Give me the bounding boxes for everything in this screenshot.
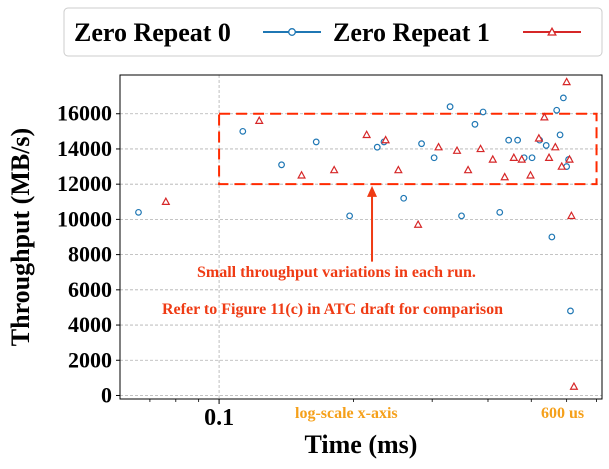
data-point-circle — [446, 103, 454, 111]
data-point-triangle — [569, 381, 579, 390]
data-point-triangle — [254, 115, 264, 124]
data-point-circle — [430, 154, 438, 162]
y-tick-label: 0 — [101, 382, 112, 407]
legend-frame — [63, 7, 603, 57]
data-point-circle — [528, 154, 536, 162]
y-axis-ticks: 0 2000 4000 6000 8000 10000 12000 14000 16000 — [57, 101, 120, 407]
data-point-triangle — [557, 161, 567, 170]
data-point-circle — [312, 138, 320, 146]
data-point-triangle — [509, 152, 519, 161]
legend-label-1: Zero Repeat 1 — [333, 18, 490, 47]
plot-area — [119, 74, 603, 400]
legend-marker-1 — [547, 26, 557, 36]
data-point-triangle — [393, 165, 403, 174]
data-point-triangle — [413, 219, 423, 228]
data-point-circle — [559, 94, 567, 102]
y-tick-label: 2000 — [68, 347, 112, 372]
data-point-triangle — [517, 154, 527, 163]
data-point-triangle — [463, 165, 473, 174]
data-point-triangle — [476, 144, 485, 153]
data-point-triangle — [534, 133, 544, 142]
data-point-circle — [373, 143, 381, 151]
data-point-circle — [556, 131, 564, 139]
data-point-triangle — [567, 211, 576, 220]
data-point-circle — [496, 208, 504, 216]
highlight-box — [218, 112, 598, 186]
legend-marker-0 — [288, 28, 296, 36]
legend: Zero Repeat 0 Zero Repeat 1 — [63, 7, 603, 57]
annotation-arrow — [367, 185, 378, 262]
arrow-head — [367, 185, 378, 197]
data-point-triangle — [381, 135, 391, 144]
y-tick-label: 4000 — [68, 312, 112, 337]
data-point-triangle — [565, 154, 574, 163]
data-point-triangle — [500, 172, 510, 181]
variation-annotation: Small throughput variations in each run. — [197, 264, 476, 281]
data-point-circle — [239, 127, 247, 135]
data-point-triangle — [488, 154, 498, 163]
data-point-triangle — [297, 170, 306, 179]
data-point-triangle — [539, 112, 549, 121]
data-point-circle — [418, 140, 425, 148]
y-tick-label: 16000 — [57, 101, 112, 126]
data-point-circle — [567, 307, 574, 315]
data-point-triangle — [452, 145, 462, 154]
data-point-circle — [471, 120, 479, 128]
data-point-circle — [278, 161, 285, 169]
refer-annotation: Refer to Figure 11(c) in ATC draft for c… — [162, 301, 503, 318]
data-point-triangle — [562, 77, 572, 86]
data-point-triangle — [362, 130, 372, 139]
x-axis-label: Time (ms) — [305, 430, 418, 459]
y-tick-label: 14000 — [57, 136, 112, 161]
y-tick-label: 10000 — [57, 206, 112, 231]
data-point-circle — [135, 208, 142, 216]
gridlines — [120, 75, 602, 399]
data-point-triangle — [526, 170, 535, 179]
legend-label-0: Zero Repeat 0 — [74, 18, 231, 47]
y-tick-label: 8000 — [68, 242, 112, 267]
log-scale-annotation: log-scale x-axis — [295, 405, 398, 422]
data-point-circle — [505, 136, 513, 144]
data-point-circle — [479, 108, 487, 116]
data-point-triangle — [329, 165, 339, 174]
data-point-circle — [346, 212, 354, 220]
x-tick-label: 0.1 — [204, 405, 234, 431]
data-point-circle — [542, 142, 550, 149]
data-point-circle — [548, 233, 556, 241]
y-tick-label: 12000 — [57, 171, 112, 196]
data-point-triangle — [550, 142, 560, 151]
data-point-circle — [400, 194, 408, 202]
data-point-triangle — [544, 152, 554, 161]
y-tick-label: 6000 — [68, 277, 112, 302]
series-zero-repeat-1 — [161, 77, 579, 390]
end-time-annotation: 600 us — [541, 405, 584, 422]
data-point-triangle — [434, 142, 443, 151]
y-axis-label: Throughput (MB/s) — [6, 128, 35, 346]
data-point-circle — [553, 106, 561, 114]
data-point-triangle — [161, 196, 171, 205]
data-point-circle — [514, 136, 522, 144]
data-point-circle — [458, 212, 465, 220]
